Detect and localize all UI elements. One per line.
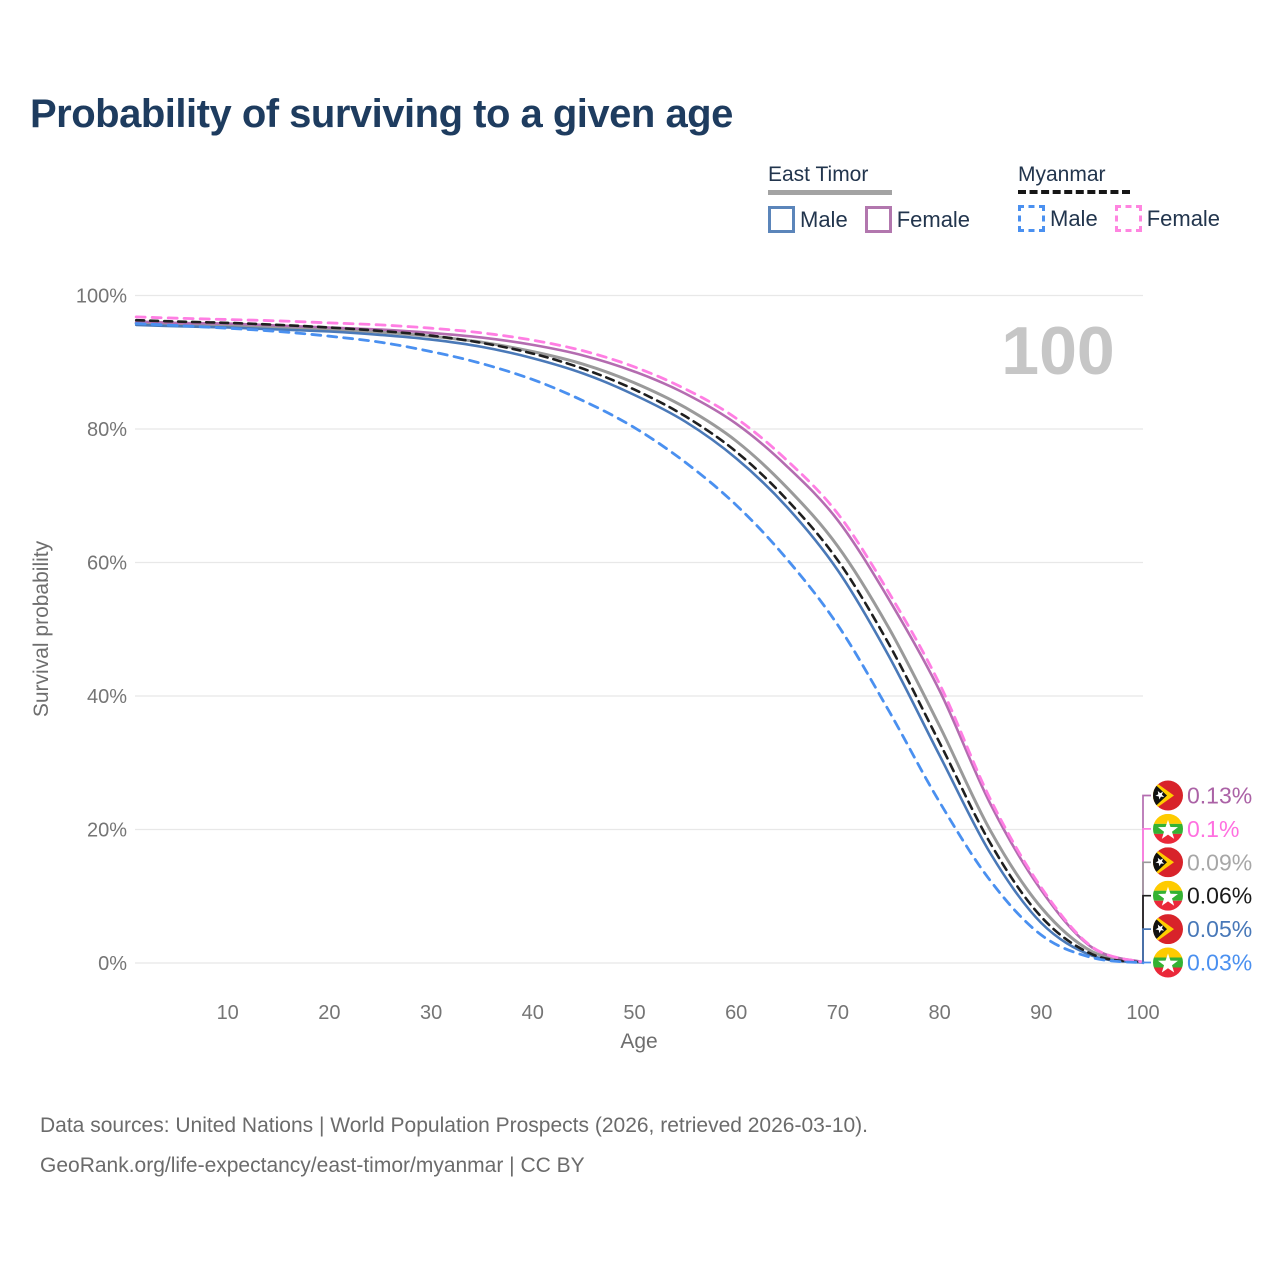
- legend-label-east-timor-female[interactable]: Female: [896, 206, 971, 232]
- myanmar-flag-icon: [1153, 813, 1183, 844]
- end-value-label-east-timor-female: 0.13%: [1187, 783, 1252, 809]
- legend-title-east-timor[interactable]: East Timor: [768, 163, 869, 186]
- end-value-labels: 0.13% 0.1% 0.09% 0.06% 0.05% 0.03%: [1187, 783, 1252, 976]
- myanmar-flag-icon: [1153, 880, 1183, 911]
- footer: Data sources: United Nations | World Pop…: [40, 1106, 868, 1186]
- y-tick-label-0: 0%: [98, 953, 127, 975]
- east-timor-flag-icon: [1153, 914, 1183, 945]
- y-axis-title: Survival probability: [30, 540, 53, 717]
- legend-title-myanmar[interactable]: Myanmar: [1018, 163, 1106, 186]
- curve-myanmar-female[interactable]: [134, 315, 1145, 964]
- y-tick-label-100: 100%: [76, 286, 127, 308]
- survival-curves: [134, 315, 1145, 965]
- x-tick-label-50: 50: [623, 1002, 645, 1024]
- x-tick-label-10: 10: [217, 1002, 239, 1024]
- curve-myanmar-both-sexes[interactable]: [134, 318, 1145, 964]
- legend-label-myanmar-male[interactable]: Male: [1050, 205, 1098, 231]
- checkbox-myanmar-female[interactable]: [1114, 205, 1142, 232]
- leader-line-east-timor-male: [1142, 928, 1151, 963]
- checkbox-east-timor-male[interactable]: [768, 206, 795, 233]
- x-tick-label-40: 40: [522, 1002, 544, 1024]
- data-sources-text: Data sources: United Nations | World Pop…: [40, 1114, 869, 1137]
- myanmar-line-swatch: [1018, 190, 1130, 194]
- y-axis-ticks: 0% 20% 40% 60% 80% 100%: [76, 286, 127, 976]
- leader-line-east-timor-female: [1142, 794, 1151, 963]
- checkbox-myanmar-male[interactable]: [1018, 205, 1045, 232]
- end-value-label-east-timor-male: 0.05%: [1187, 916, 1252, 942]
- end-value-label-east-timor-both-sexes: 0.09%: [1187, 849, 1252, 875]
- x-tick-label-20: 20: [318, 1002, 340, 1024]
- y-tick-label-80: 80%: [87, 419, 127, 441]
- legend-label-east-timor-male[interactable]: Male: [800, 206, 848, 232]
- leader-line-east-timor-both-sexes: [1142, 861, 1151, 963]
- y-tick-label-20: 20%: [87, 820, 127, 842]
- legend-group-myanmar: Myanmar Male Female: [1018, 163, 1220, 232]
- x-tick-label-90: 90: [1030, 1002, 1052, 1024]
- curve-east-timor-female[interactable]: [134, 320, 1145, 964]
- x-tick-label-80: 80: [928, 1002, 950, 1024]
- end-label-flags: [1153, 780, 1183, 978]
- end-value-label-myanmar-male: 0.03%: [1187, 950, 1252, 976]
- end-value-label-myanmar-female: 0.1%: [1187, 816, 1239, 842]
- checkbox-east-timor-female[interactable]: [864, 206, 892, 233]
- x-axis-title: Age: [620, 1030, 657, 1053]
- east-timor-flag-icon: [1153, 847, 1183, 878]
- east-timor-flag-icon: [1153, 780, 1183, 811]
- x-axis-ticks: 10 20 30 40 50 60 70 80 90 100: [217, 1002, 1160, 1024]
- curve-east-timor-male[interactable]: [134, 323, 1145, 964]
- x-tick-label-100: 100: [1126, 1002, 1159, 1024]
- curve-myanmar-male[interactable]: [134, 322, 1145, 965]
- hover-age-indicator: 100: [1001, 313, 1114, 389]
- x-tick-label-70: 70: [827, 1002, 849, 1024]
- east-timor-line-swatch: [768, 190, 892, 195]
- attribution-text: GeoRank.org/life-expectancy/east-timor/m…: [40, 1154, 585, 1177]
- legend-label-myanmar-female[interactable]: Female: [1146, 205, 1221, 231]
- y-tick-label-60: 60%: [87, 553, 127, 575]
- x-tick-label-30: 30: [420, 1002, 442, 1024]
- legend-group-east-timor: East Timor Male Female: [768, 163, 970, 233]
- y-tick-label-40: 40%: [87, 686, 127, 708]
- end-value-label-myanmar-both-sexes: 0.06%: [1187, 883, 1252, 909]
- myanmar-flag-icon: [1153, 947, 1183, 978]
- page-title: Probability of surviving to a given age: [30, 92, 733, 136]
- gridlines: [135, 294, 1143, 964]
- end-label-leader-lines: [1142, 794, 1151, 964]
- curve-east-timor-both-sexes[interactable]: [134, 321, 1145, 964]
- x-tick-label-60: 60: [725, 1002, 747, 1024]
